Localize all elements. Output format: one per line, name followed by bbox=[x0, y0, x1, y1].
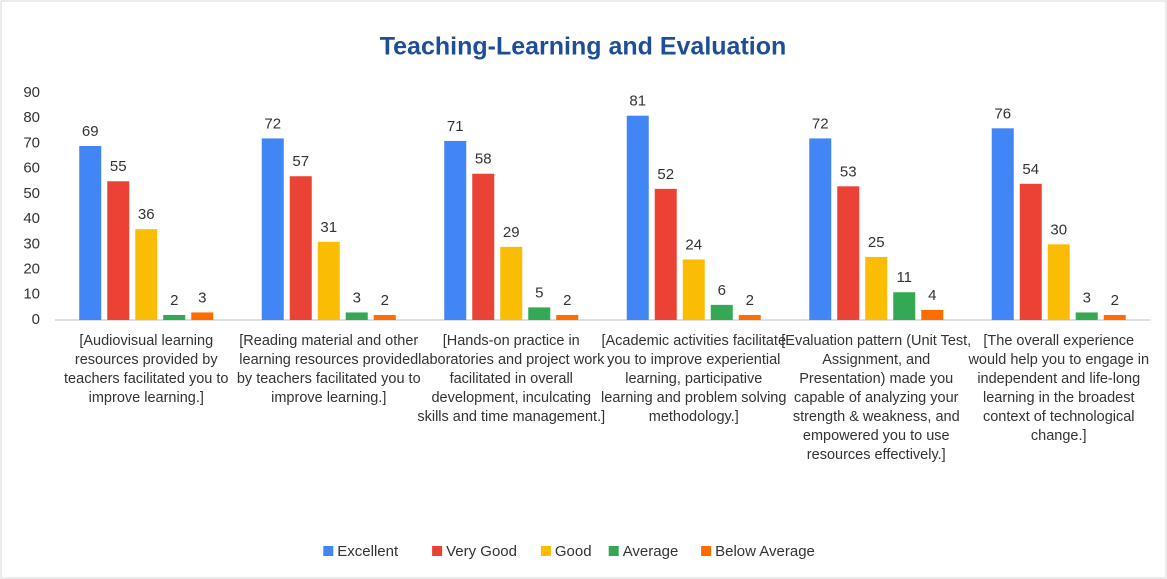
y-tick-label: 20 bbox=[23, 261, 40, 278]
y-tick-label: 40 bbox=[23, 210, 40, 227]
data-label: 2 bbox=[1111, 292, 1119, 309]
bar bbox=[991, 128, 1014, 320]
data-label: 81 bbox=[629, 93, 646, 110]
bar bbox=[317, 241, 340, 320]
data-label: 53 bbox=[840, 163, 857, 180]
y-tick-label: 0 bbox=[32, 311, 40, 328]
bar bbox=[163, 314, 186, 320]
bar bbox=[738, 314, 761, 320]
bar bbox=[261, 138, 284, 320]
legend-swatch bbox=[540, 546, 551, 556]
bar bbox=[79, 145, 102, 320]
data-label: 58 bbox=[475, 151, 492, 168]
data-label: 54 bbox=[1022, 161, 1039, 178]
y-tick-label: 30 bbox=[23, 235, 40, 252]
data-label: 76 bbox=[994, 105, 1011, 122]
x-tick-label: [Evaluation pattern (Unit Test, Assignme… bbox=[781, 333, 972, 463]
y-tick-label: 50 bbox=[23, 185, 40, 202]
bar bbox=[135, 229, 158, 320]
bar bbox=[528, 307, 551, 320]
data-label: 11 bbox=[896, 269, 912, 286]
bar bbox=[556, 314, 579, 320]
data-label: 55 bbox=[110, 158, 127, 175]
y-tick-label: 80 bbox=[23, 109, 40, 126]
data-label: 3 bbox=[1083, 289, 1091, 306]
bar bbox=[444, 140, 467, 320]
chart-title: Teaching-Learning and Evaluation bbox=[380, 33, 787, 61]
data-label: 52 bbox=[657, 166, 674, 183]
bar bbox=[809, 138, 832, 320]
data-label: 6 bbox=[718, 282, 726, 299]
data-label: 5 bbox=[535, 284, 543, 301]
bar bbox=[682, 259, 705, 320]
x-tick-label: [Reading material and other learning res… bbox=[236, 333, 421, 406]
bar bbox=[837, 186, 860, 320]
data-label: 72 bbox=[264, 115, 281, 132]
bar bbox=[345, 312, 368, 320]
data-label: 72 bbox=[812, 115, 829, 132]
bar bbox=[1019, 183, 1042, 320]
data-label: 31 bbox=[320, 219, 337, 236]
y-tick-label: 90 bbox=[23, 84, 40, 101]
data-label: 3 bbox=[353, 289, 361, 306]
data-label: 57 bbox=[292, 153, 309, 170]
x-tick-label: [Hands-on practice in laboratories and p… bbox=[417, 333, 606, 425]
bar bbox=[921, 309, 944, 320]
bar bbox=[289, 176, 312, 320]
bar bbox=[710, 304, 733, 320]
legend-swatch bbox=[608, 546, 619, 556]
data-label: 30 bbox=[1050, 221, 1067, 238]
bar bbox=[500, 246, 523, 320]
bar bbox=[107, 181, 130, 320]
legend-label: Excellent bbox=[337, 543, 399, 560]
data-label: 4 bbox=[928, 287, 936, 304]
data-label: 71 bbox=[447, 118, 464, 135]
x-tick-label: [Audiovisual learning resources provided… bbox=[64, 333, 229, 406]
legend-swatch bbox=[323, 546, 334, 556]
y-tick-label: 70 bbox=[23, 134, 40, 151]
legend-swatch bbox=[432, 546, 443, 556]
bar bbox=[626, 115, 649, 320]
bar bbox=[1075, 312, 1098, 320]
x-tick-label: [The overall experience would help you t… bbox=[968, 333, 1150, 444]
legend-label: Below Average bbox=[715, 543, 815, 560]
data-label: 29 bbox=[503, 224, 520, 241]
legend-swatch bbox=[701, 546, 712, 556]
data-label: 25 bbox=[868, 234, 885, 251]
data-label: 2 bbox=[381, 292, 389, 309]
data-label: 24 bbox=[685, 236, 702, 253]
data-label: 2 bbox=[170, 292, 178, 309]
bar bbox=[472, 173, 495, 320]
y-tick-label: 10 bbox=[23, 286, 40, 303]
bar bbox=[191, 312, 214, 320]
data-label: 69 bbox=[82, 123, 99, 140]
bar bbox=[654, 188, 677, 320]
data-label: 3 bbox=[198, 289, 206, 306]
legend-label: Good bbox=[555, 543, 592, 560]
bar bbox=[1047, 244, 1070, 320]
legend-label: Average bbox=[623, 543, 679, 560]
bar bbox=[893, 292, 916, 320]
legend-label: Very Good bbox=[446, 543, 517, 560]
data-label: 2 bbox=[563, 292, 571, 309]
x-tick-label: [Academic activities facilitate you to i… bbox=[601, 333, 787, 425]
bar bbox=[865, 256, 888, 320]
bar bbox=[1103, 314, 1126, 320]
data-label: 36 bbox=[138, 206, 155, 223]
data-label: 2 bbox=[746, 292, 754, 309]
bar bbox=[373, 314, 396, 320]
y-tick-label: 60 bbox=[23, 160, 40, 177]
